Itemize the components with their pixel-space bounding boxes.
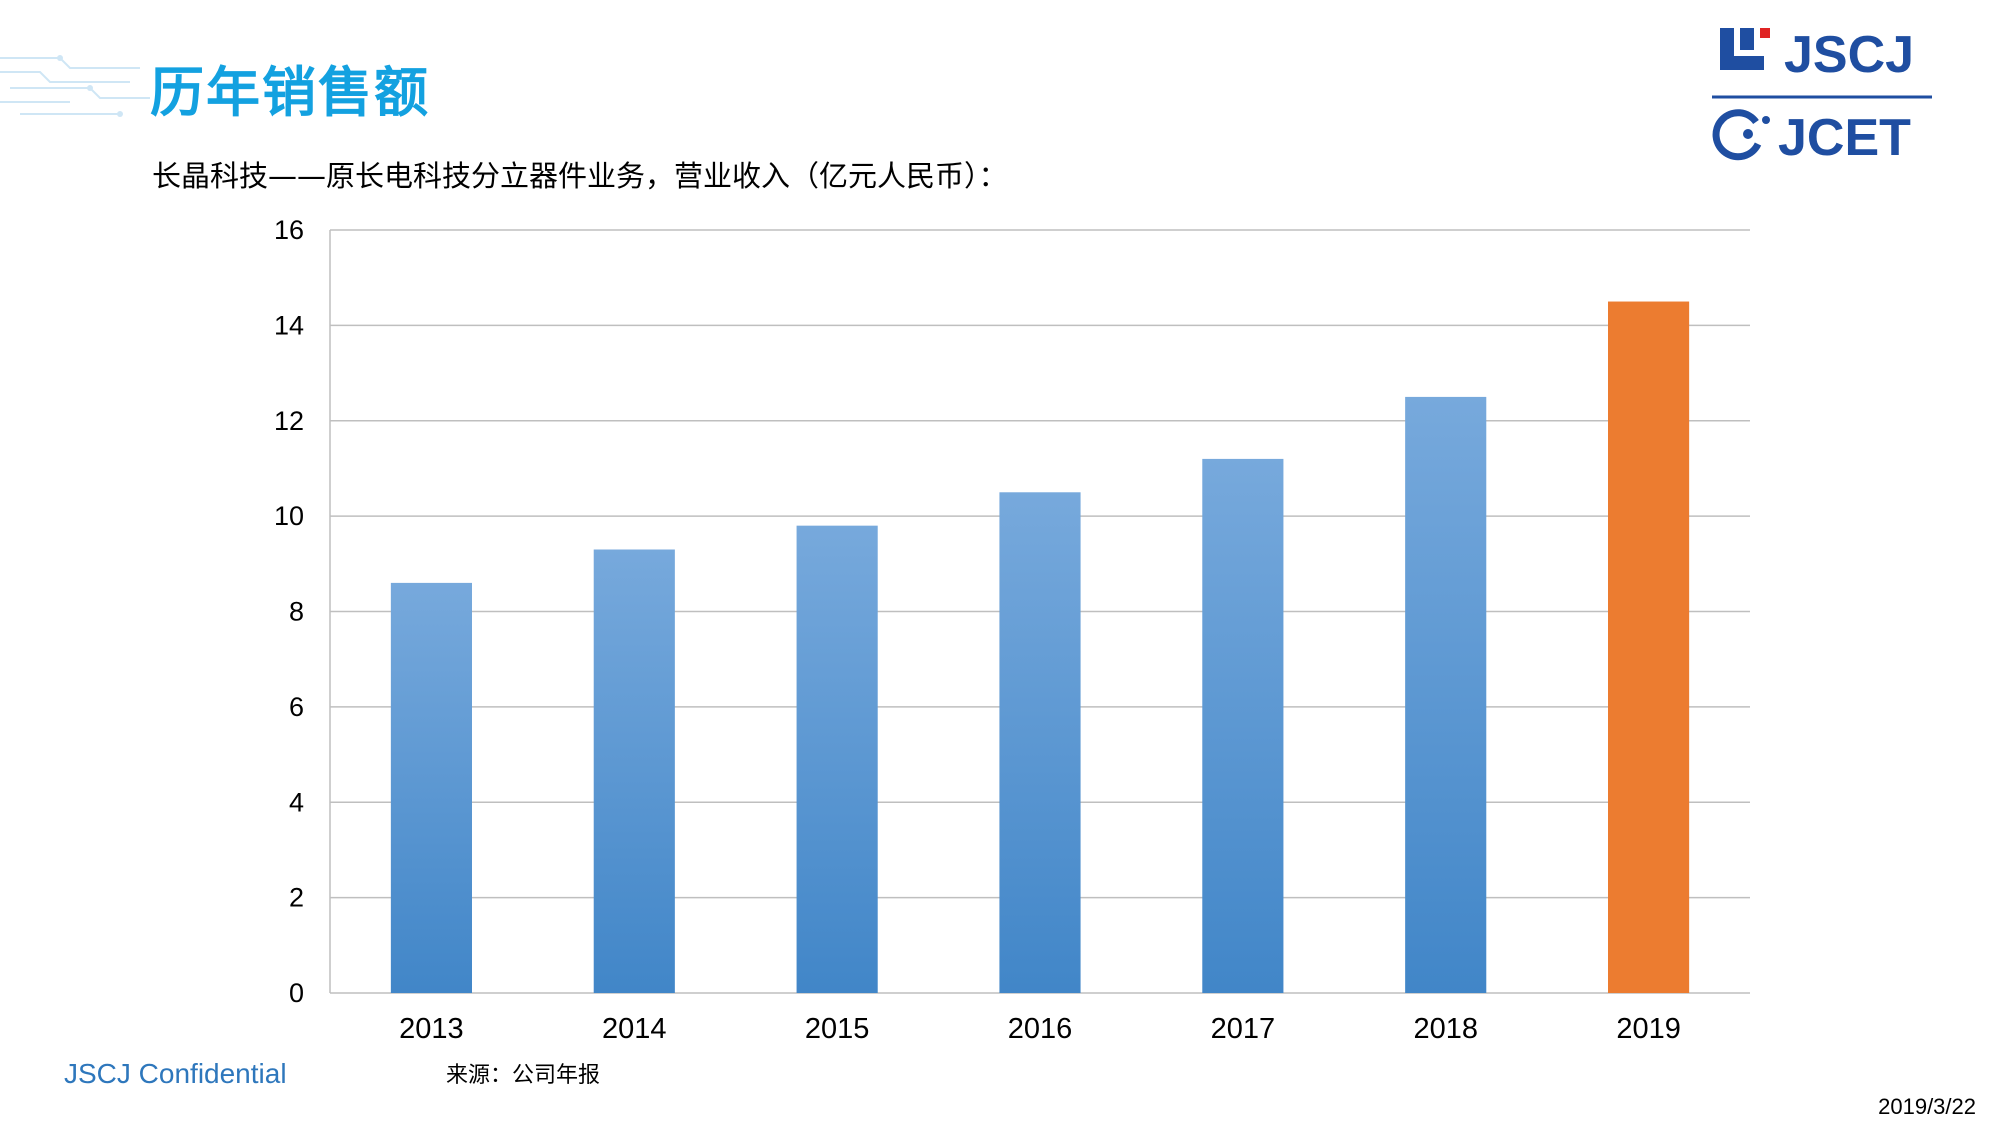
bar-2015 [796, 525, 878, 993]
x-tick-label: 2014 [602, 1013, 667, 1045]
page-title: 历年销售额 [150, 61, 430, 124]
x-tick-label: 2019 [1616, 1013, 1681, 1045]
source-note: 来源：公司年报 [446, 1063, 601, 1088]
x-tick-label: 2013 [399, 1013, 464, 1045]
x-tick-label: 2017 [1211, 1013, 1276, 1045]
y-tick-label: 4 [289, 787, 304, 817]
y-tick-label: 2 [289, 883, 304, 913]
y-tick-label: 0 [289, 978, 304, 1008]
y-tick-label: 6 [289, 692, 304, 722]
bar-2017 [1202, 458, 1284, 993]
logo-bottom-text: JCET [1778, 109, 1911, 167]
y-tick-label: 14 [274, 310, 304, 340]
bar-2016 [999, 492, 1081, 993]
jscj-jcet-logo: JSCJ JCET [1712, 26, 1932, 167]
chart-subtitle: 长晶科技——原长电科技分立器件业务，营业收入（亿元人民币）： [152, 159, 1008, 193]
bar-2014 [593, 549, 675, 993]
bar-2019 [1608, 301, 1690, 993]
x-tick-label: 2018 [1413, 1013, 1478, 1045]
jscj-mark-icon [1720, 28, 1770, 70]
y-tick-label: 10 [274, 501, 304, 531]
bar-2018 [1405, 396, 1487, 993]
circuit-decoration-icon [0, 55, 150, 117]
logo-top-text: JSCJ [1784, 26, 1914, 84]
bar-2013 [390, 582, 472, 993]
x-tick-label: 2016 [1008, 1013, 1073, 1045]
y-tick-label: 12 [274, 406, 304, 436]
slide-date: 2019/3/22 [1878, 1094, 1976, 1119]
confidential-label: JSCJ Confidential [64, 1058, 287, 1089]
y-tick-label: 8 [289, 597, 304, 627]
y-tick-label: 16 [274, 215, 304, 245]
jcet-swirl-icon [1712, 109, 1770, 161]
x-tick-label: 2015 [805, 1013, 870, 1045]
